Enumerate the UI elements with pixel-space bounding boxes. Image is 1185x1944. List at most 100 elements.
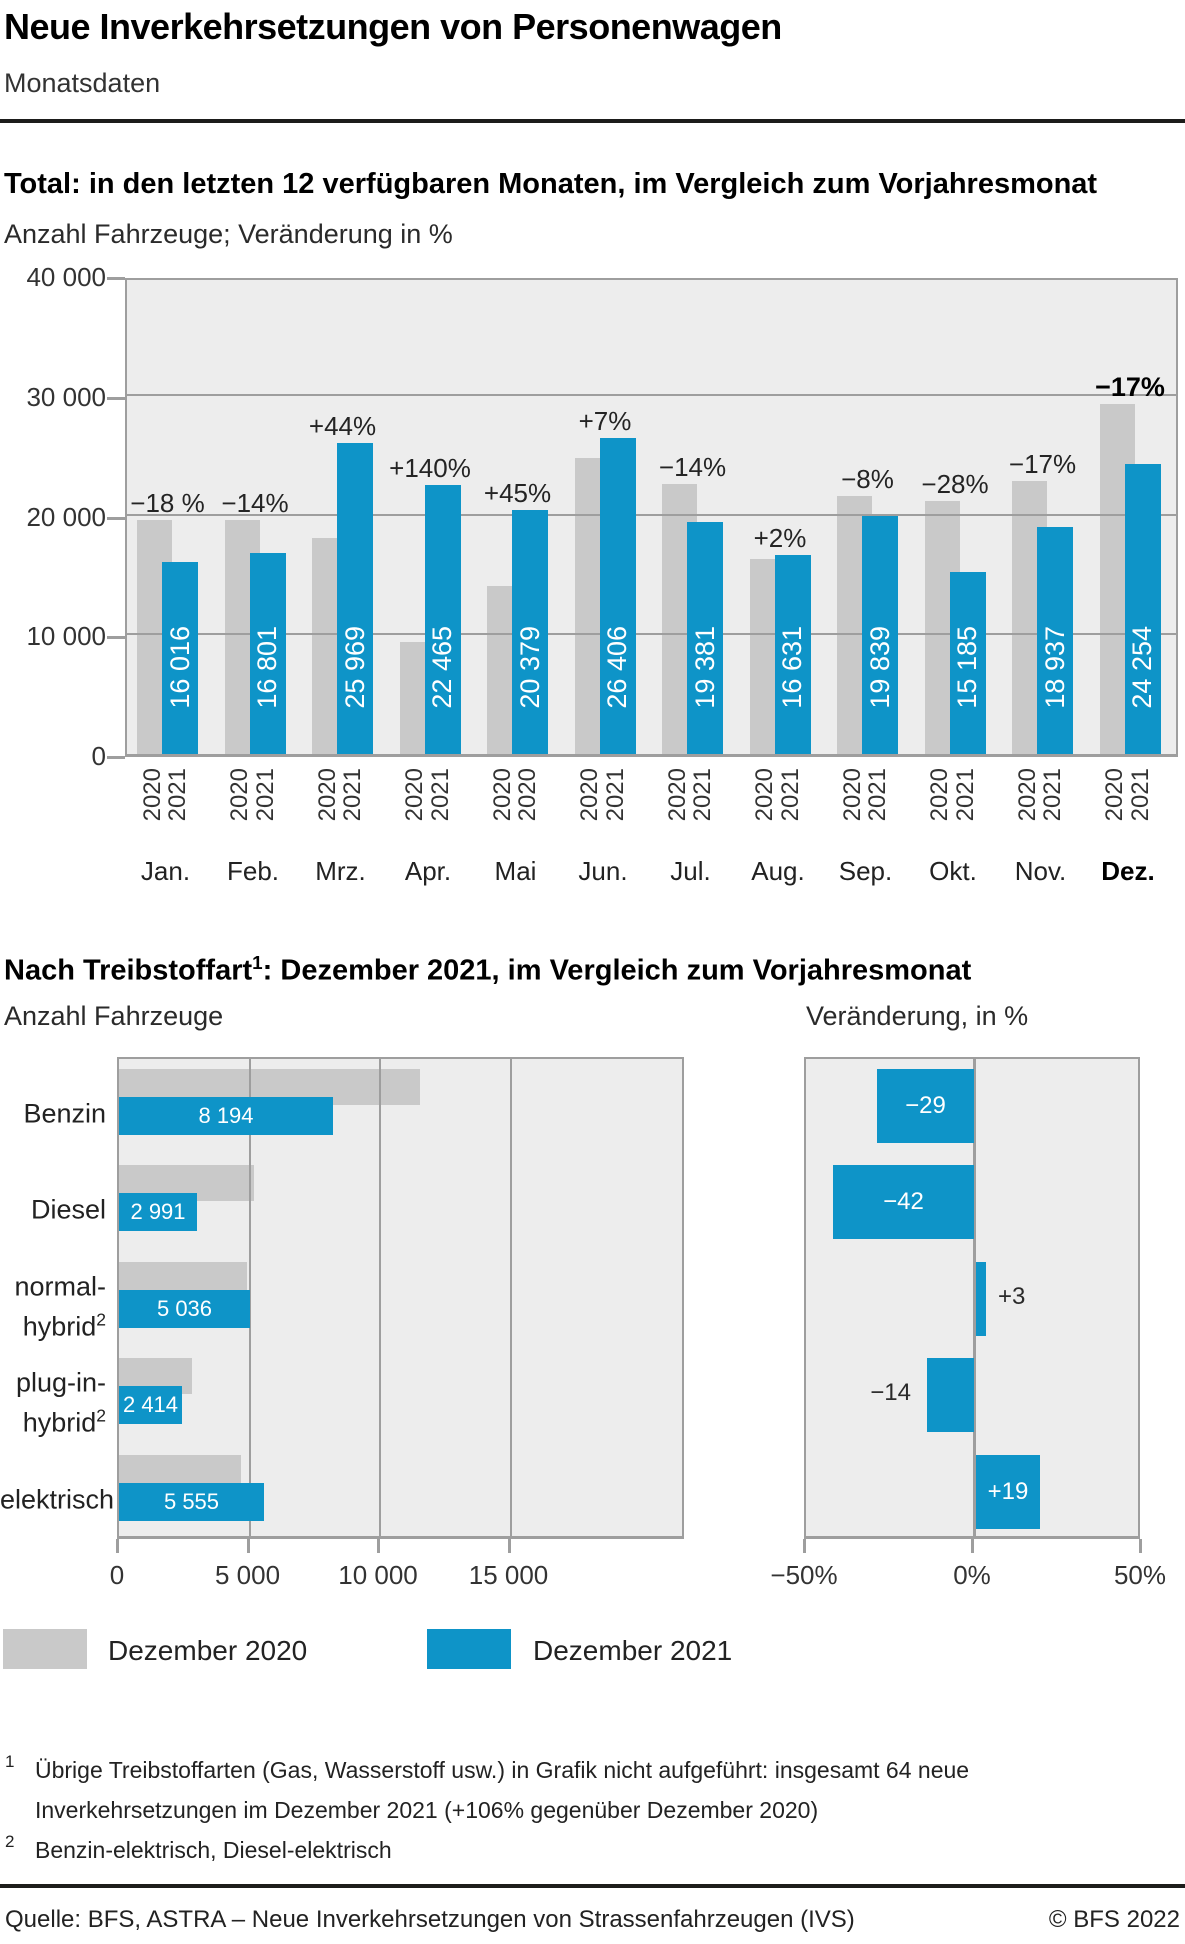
value-label: 2 414	[122, 1392, 179, 1418]
footnote-2: 2 Benzin-elektrisch, Diesel-elektrisch	[5, 1830, 392, 1870]
category-label-Benzin: Benzin	[0, 1098, 106, 1131]
value-label: 26 406	[602, 626, 632, 709]
value-label: 16 631	[777, 626, 807, 709]
bar-2021-normal-hybrid: 5 036	[119, 1289, 250, 1328]
value-label-wrap: 16 631	[775, 626, 811, 709]
change-value-label: −29	[905, 1092, 946, 1119]
month-label: Aug.	[751, 856, 805, 886]
value-label-wrap: 22 465	[425, 626, 461, 709]
xtick-label: 15 000	[468, 1560, 549, 1590]
month-label: Jun.	[578, 856, 628, 886]
section2-title-text: Nach Treibstoffart	[4, 954, 253, 987]
value-label: 20 379	[514, 626, 545, 709]
ytick-label: 30 000	[26, 381, 106, 412]
source-text: Quelle: BFS, ASTRA – Neue Inverkehrsetzu…	[5, 1906, 855, 1933]
month-label: Dez.	[1101, 856, 1155, 886]
value-label: 15 185	[952, 626, 982, 709]
value-label: 5 555	[163, 1488, 220, 1514]
change-label: −17%	[1095, 372, 1165, 402]
value-label: 16 016	[164, 626, 195, 709]
xtick-label: 0	[109, 1560, 125, 1590]
footnote-2-text: Benzin-elektrisch, Diesel-elektrisch	[35, 1837, 392, 1863]
change-label: +44%	[308, 411, 377, 441]
change-value-label: +19	[987, 1477, 1029, 1505]
change-bar-elektrisch: +19	[976, 1454, 1040, 1529]
bar-2021-plug-in-hybrid: 2 414	[119, 1386, 182, 1425]
section2-title-rest: : Dezember 2021, im Vergleich zum Vorjah…	[262, 954, 972, 987]
bar-2021-Feb.: 16 801	[249, 553, 286, 754]
bar-2021-Jul.: 19 381	[687, 522, 723, 754]
change-value-label: −14	[870, 1379, 911, 1407]
bar-2021-Okt.: 15 185	[949, 572, 986, 754]
ytick-mark	[107, 516, 125, 520]
footnote-1-text: Übrige Treibstoffarten (Gas, Wasserstoff…	[35, 1757, 970, 1823]
change-label: −28%	[921, 469, 989, 499]
xtick-mark	[246, 1539, 250, 1553]
bar-2021-Dez.: 24 254	[1124, 464, 1161, 754]
section1-title: Total: in den letzten 12 verfügbaren Mon…	[4, 168, 1098, 200]
xtick-label: 10 000	[338, 1560, 418, 1590]
change-label: −14%	[221, 488, 289, 518]
xtick-label: 0%	[953, 1560, 991, 1590]
fuel-change-axis-title: Veränderung, in %	[806, 1001, 1029, 1031]
change-label: −18 %	[130, 488, 205, 518]
xtick-mark	[1139, 1539, 1142, 1553]
gridline	[379, 1059, 381, 1536]
gridline	[509, 1059, 512, 1536]
change-bar-Benzin: −29	[877, 1069, 974, 1143]
bar-2021-Sep.: 19 839	[862, 516, 898, 754]
month-label: Feb.	[226, 856, 280, 886]
bar-2021-Nov.: 18 937	[1037, 527, 1073, 754]
category-label-normal-hybrid: normal-hybrid2	[0, 1270, 106, 1343]
change-bar-plug-in-hybrid	[927, 1358, 974, 1433]
change-bar-normal-hybrid	[976, 1261, 986, 1336]
legend: Dezember 2020 Dezember 2021	[0, 1629, 1185, 1671]
month-label: Mrz.	[315, 856, 366, 886]
copyright-text: © BFS 2022	[1048, 1906, 1180, 1933]
bar-2021-Jun.: 26 406	[599, 438, 636, 754]
category-label-line: plug-in-	[15, 1367, 106, 1398]
ytick-label: 0	[91, 741, 106, 771]
bar-2021-Mai: 20 379	[512, 510, 548, 754]
category-label-line: Benzin	[23, 1098, 106, 1129]
month-label: Nov.	[1014, 856, 1067, 886]
legend-swatch-dezember-2020	[3, 1629, 87, 1669]
divider-top	[0, 119, 1185, 123]
value-label-wrap: 26 406	[600, 626, 636, 709]
category-label-plug-in-hybrid: plug-in-hybrid2	[0, 1367, 106, 1440]
change-label: +140%	[389, 453, 471, 483]
value-label-wrap: 19 839	[862, 626, 898, 709]
value-label: 19 381	[689, 626, 720, 709]
bar-2021-Mrz.: 25 969	[337, 443, 373, 754]
ytick-label: 10 000	[26, 621, 106, 652]
month-label: Mai	[494, 856, 537, 886]
legend-label-dezember-2021: Dezember 2021	[533, 1635, 733, 1666]
category-label-line: hybrid2	[22, 1405, 106, 1438]
value-label: 8 194	[198, 1103, 254, 1128]
page-subtitle: Monatsdaten	[4, 68, 161, 98]
xtick-label: 5 000	[214, 1560, 281, 1590]
xtick-label: 50%	[1113, 1560, 1167, 1590]
ytick-mark	[107, 636, 125, 640]
category-label-line: Diesel	[30, 1194, 106, 1225]
change-label: +45%	[483, 478, 552, 508]
bar-2021-Apr.: 22 465	[424, 485, 461, 754]
footnote-ref-2: 2	[96, 1309, 106, 1330]
bar-2021-Jan.: 16 016	[162, 562, 198, 754]
gridline	[127, 513, 1176, 516]
value-label-wrap: 18 937	[1037, 626, 1073, 709]
value-label: 22 465	[427, 626, 457, 709]
value-label: 25 969	[339, 626, 370, 709]
category-label-elektrisch: elektrisch	[0, 1483, 114, 1516]
month-label: Apr.	[404, 856, 452, 886]
value-label: 19 839	[864, 626, 895, 709]
ytick-mark	[107, 756, 125, 759]
footnote-1: 1 Übrige Treibstoffarten (Gas, Wassersto…	[5, 1750, 1150, 1830]
footnote-ref-2: 2	[96, 1405, 106, 1426]
xtick-mark	[377, 1539, 380, 1553]
value-label-wrap: 20 379	[512, 626, 548, 709]
value-label: 2 991	[130, 1199, 186, 1225]
